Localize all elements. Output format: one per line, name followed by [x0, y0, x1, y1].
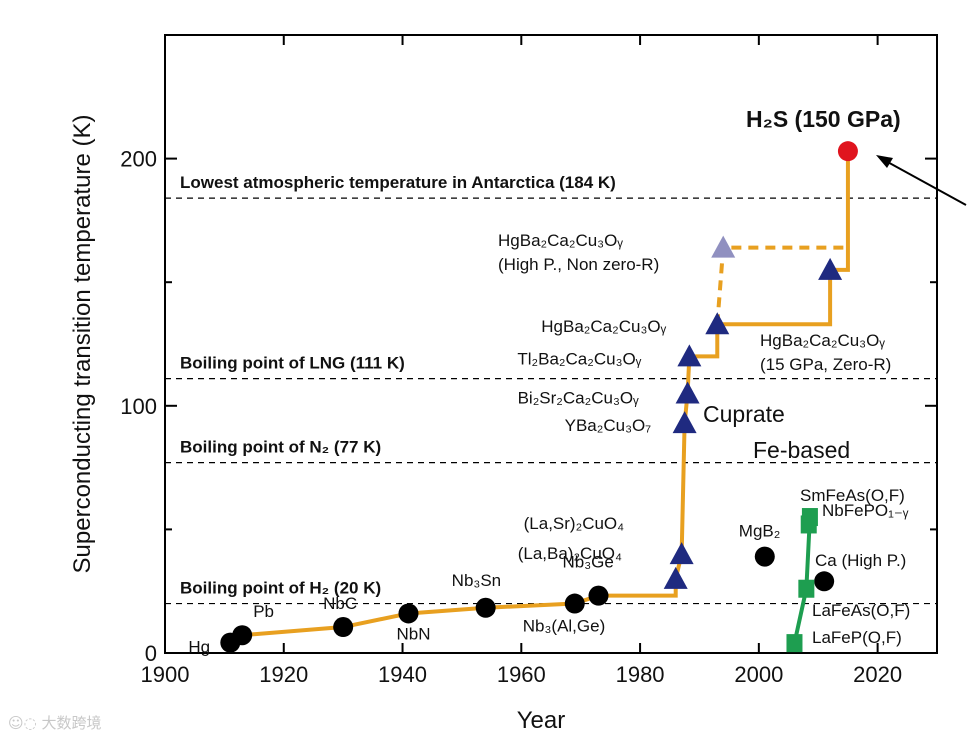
conventional-point-label: Nb₃Ge [563, 553, 614, 572]
fe-based-point [786, 634, 803, 653]
conventional-point-label: Nb₃Sn [452, 571, 501, 590]
cuprate-point [675, 381, 700, 404]
cuprate-point [677, 344, 702, 367]
conventional-point [398, 603, 419, 624]
cuprate-high-pressure-point [711, 235, 736, 258]
cuprate-15gpa-label: HgBa₂Ca₂Cu₃Oᵧ [760, 331, 885, 350]
arrow-line [883, 159, 967, 206]
conventional-point [814, 571, 835, 592]
conventional-point-label: Hg [188, 638, 210, 657]
fe-based-point-label: NbFePO₁₋ᵧ [822, 501, 909, 520]
conventional-point-label: NbC [323, 594, 357, 613]
conventional-point-label: Nb₃(Al,Ge) [523, 617, 606, 636]
conventional-point-label: Ca (High P.) [815, 551, 906, 570]
cuprate-high-pressure-label: HgBa₂Ca₂Cu₃Oᵧ [498, 231, 623, 250]
plot-frame [164, 34, 938, 654]
x-tick-label: 1920 [259, 662, 308, 687]
cuprate-point-label: YBa₂Cu₃O₇ [565, 416, 652, 435]
arrow-head [876, 155, 893, 168]
reference-label: Boiling point of H₂ (20 K) [180, 579, 381, 598]
fe-based-group-label: Fe-based [753, 437, 850, 463]
y-tick-label: 0 [145, 641, 157, 666]
watermark-icon: ☺◌ [8, 714, 42, 732]
x-tick-label: 2000 [734, 662, 783, 687]
y-tick-label: 100 [120, 394, 157, 419]
fe-based-point-label: LaFeAs(O,F) [812, 601, 910, 620]
cuprate-point [672, 411, 697, 434]
x-tick-label: 1980 [616, 662, 665, 687]
cuprate-group-label: Cuprate [703, 401, 785, 427]
conventional-point [588, 585, 609, 606]
conventional-point-label: Pb [253, 602, 274, 621]
conventional-point [232, 625, 253, 646]
conventional-point [475, 597, 496, 618]
cuprate-point [818, 257, 843, 280]
x-axis-label: Year [517, 707, 566, 734]
y-tick-label: 200 [120, 147, 157, 172]
fe-based-point-label: LaFeP(O,F) [812, 628, 902, 647]
cuprate-point [663, 566, 688, 589]
x-tick-label: 1960 [497, 662, 546, 687]
h2s-label: H₂S (150 GPa) [746, 106, 901, 132]
cuprate-high-pressure-label: (High P., Non zero-R) [498, 255, 659, 274]
conventional-point-label: MgB₂ [739, 522, 781, 541]
fe-based-point [798, 579, 815, 598]
watermark-text: 大数跨境 [41, 714, 102, 732]
cuprate-point-label: Tl₂Ba₂Ca₂Cu₃Oᵧ [517, 349, 641, 368]
cuprate-point-label: (La,Sr)₂CuO₄ [524, 514, 625, 533]
conventional-point [333, 617, 354, 638]
conventional-point [754, 546, 775, 567]
y-axis-label: Superconducting transition temperature (… [69, 115, 96, 574]
cuprate-15gpa-label: (15 GPa, Zero-R) [760, 355, 891, 374]
cuprate-point-label: (La,Ba)₂CuO₄ [518, 544, 622, 563]
x-tick-label: 1940 [378, 662, 427, 687]
cuprate-point [669, 542, 694, 565]
reference-label: Boiling point of N₂ (77 K) [180, 438, 381, 457]
conventional-point [564, 593, 585, 614]
fe-based-point [801, 508, 818, 527]
cuprate-point-label: Bi₂Sr₂Ca₂Cu₃Oᵧ [518, 388, 640, 407]
conventional-point-label: NbN [396, 624, 430, 643]
h2s-point [837, 141, 858, 162]
cuprate-point [705, 312, 730, 335]
watermark: ☺◌ 大数跨境 [8, 712, 102, 733]
x-tick-label: 2020 [853, 662, 902, 687]
fe-based-point-label: SmFeAs(O,F) [800, 486, 905, 505]
reference-label: Boiling point of LNG (111 K) [180, 354, 405, 373]
x-tick-label: 1900 [141, 662, 190, 687]
cuprate-point-label: HgBa₂Ca₂Cu₃Oᵧ [541, 317, 666, 336]
reference-label: Lowest atmospheric temperature in Antarc… [180, 173, 616, 192]
